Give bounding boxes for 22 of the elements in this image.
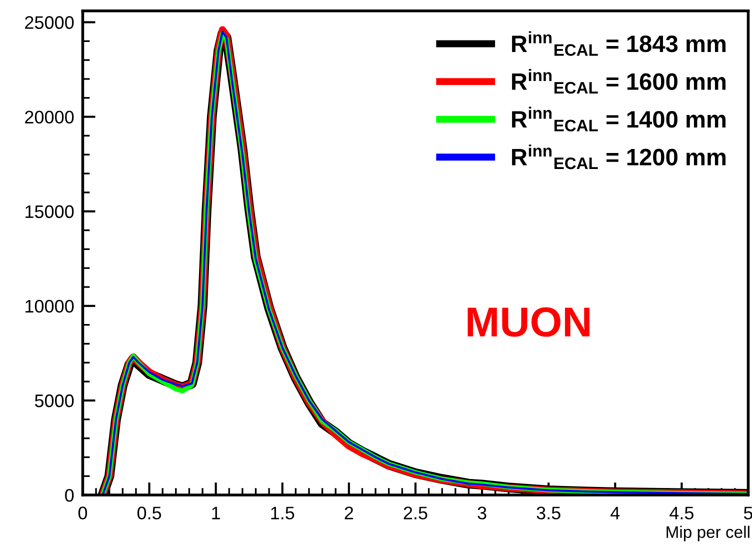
legend-label: R$^{inn}$$_{ECAL}$ = 1600 mm — [512, 69, 726, 94]
x-tick-label: 3.5 — [536, 506, 560, 520]
x-tick-label: 4.5 — [670, 506, 694, 520]
legend-label: R$^{inn}$$_{ECAL}$ = 1400 mm — [512, 106, 726, 132]
legend-label: R$^{inn}$$_{ECAL}$ = 1200 mm — [512, 144, 726, 170]
legend-label: R$^{inn}$$_{ECAL}$ = 1843 mm — [512, 31, 726, 56]
x-axis-title: Mip per cell — [666, 526, 750, 542]
x-tick-label: 1 — [212, 506, 220, 520]
x-tick-label: 0.5 — [137, 506, 162, 520]
y-tick-label: 5000 — [34, 394, 74, 408]
y-tick-label: 25000 — [25, 16, 74, 29]
y-tick-label: 20000 — [25, 110, 74, 124]
x-tick-label: 3 — [478, 506, 486, 520]
y-tick-label: 10000 — [26, 300, 74, 313]
y-tick-label: 0 — [65, 488, 74, 502]
annotation: MUON — [468, 307, 590, 337]
x-tick-label: 2 — [344, 506, 354, 520]
y-tick-label: 15000 — [26, 205, 74, 218]
x-tick-label: 0 — [78, 506, 88, 520]
x-tick-label: 2.5 — [404, 506, 428, 520]
x-tick-label: 1.5 — [271, 506, 294, 520]
x-tick-label: 4 — [610, 506, 620, 520]
